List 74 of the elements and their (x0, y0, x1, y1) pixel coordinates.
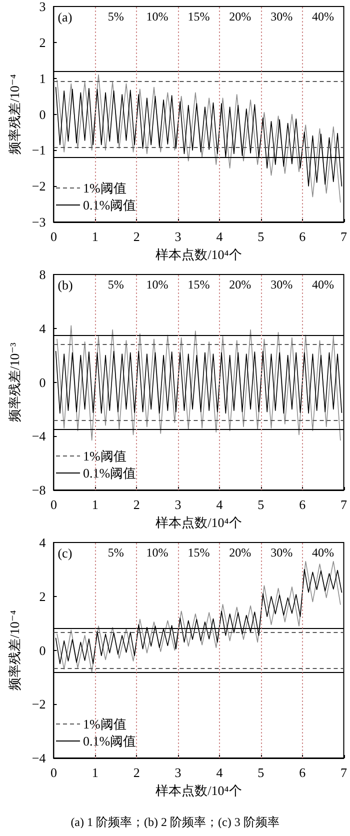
x-tick-label: 1 (92, 765, 98, 780)
y-tick-label: 0 (39, 374, 46, 390)
annotation: 30% (270, 10, 293, 24)
annotation: 20% (229, 10, 252, 24)
x-tick-label: 2 (133, 497, 140, 512)
x-tick-label: 7 (340, 229, 348, 244)
x-tick-label: 3 (174, 229, 182, 244)
y-tick-label: −4 (32, 428, 46, 444)
annotation: 30% (270, 546, 293, 560)
y-tick-label: −8 (32, 482, 46, 498)
legend-label: 1%阈值 (83, 716, 126, 732)
y-tick-label: −3 (32, 214, 46, 230)
annotation: 40% (312, 10, 334, 24)
y-tick-label: 0 (39, 106, 46, 122)
x-tick-label: 4 (216, 765, 224, 780)
annotation: 40% (312, 278, 334, 292)
y-tick-label: 2 (39, 588, 46, 604)
legend-label: 1%阈值 (83, 448, 126, 464)
y-tick-label: 1 (39, 70, 46, 86)
annotation: 20% (229, 546, 252, 560)
y-axis-title: 频率残差/10⁻⁴ (7, 74, 22, 154)
x-tick-label: 6 (299, 229, 306, 244)
chart-title: (a) (58, 10, 72, 24)
annotation: 15% (188, 10, 210, 24)
x-tick-label: 0 (50, 765, 57, 780)
annotation: 40% (312, 546, 334, 560)
annotation: 10% (146, 10, 168, 24)
x-axis-title: 样本点数/10⁴个 (156, 782, 242, 798)
x-tick-label: 2 (133, 229, 140, 244)
y-tick-label: 3 (39, 0, 46, 14)
x-tick-label: 0 (50, 497, 57, 512)
x-axis-title: 样本点数/10⁴个 (156, 246, 242, 262)
y-tick-label: −4 (32, 750, 46, 766)
y-tick-label: −1 (32, 142, 46, 158)
x-tick-label: 4 (216, 229, 224, 244)
annotation: 30% (270, 278, 293, 292)
x-tick-label: 5 (258, 765, 264, 780)
x-tick-label: 0 (50, 229, 57, 244)
annotation: 20% (229, 278, 252, 292)
y-tick-label: −2 (32, 696, 46, 712)
legend-label: 0.1%阈值 (83, 466, 136, 480)
annotation: 15% (188, 278, 210, 292)
x-tick-label: 3 (174, 497, 182, 512)
y-tick-label: 0 (39, 642, 46, 658)
y-tick-label: 4 (39, 320, 46, 336)
annotation: 15% (188, 546, 210, 560)
x-tick-label: 2 (133, 765, 140, 780)
x-tick-label: 1 (92, 497, 98, 512)
x-tick-label: 7 (340, 765, 348, 780)
y-tick-label: 8 (39, 267, 46, 282)
x-tick-label: 4 (216, 497, 224, 512)
chart-title: (c) (58, 546, 72, 560)
annotation: 5% (108, 546, 124, 560)
legend-label: 1%阈值 (83, 180, 126, 196)
y-tick-label: −2 (32, 178, 46, 194)
y-axis-title: 频率残差/10⁻⁴ (7, 610, 22, 690)
y-tick-label: 4 (39, 535, 46, 550)
annotation: 5% (108, 278, 124, 292)
x-tick-label: 3 (174, 765, 182, 780)
x-tick-label: 5 (258, 497, 264, 512)
y-axis-title: 频率残差/10⁻³ (7, 342, 22, 422)
legend-label: 0.1%阈值 (83, 734, 136, 748)
y-tick-label: 2 (39, 34, 46, 50)
x-tick-label: 1 (92, 229, 98, 244)
x-tick-label: 7 (340, 497, 348, 512)
x-tick-label: 6 (299, 765, 306, 780)
chart-title: (b) (58, 278, 73, 292)
annotation: 10% (146, 278, 168, 292)
x-tick-label: 6 (299, 497, 306, 512)
x-axis-title: 样本点数/10⁴个 (156, 514, 242, 530)
annotation: 10% (146, 546, 168, 560)
legend-label: 0.1%阈值 (83, 198, 136, 212)
x-tick-label: 5 (258, 229, 264, 244)
annotation: 5% (108, 10, 124, 24)
